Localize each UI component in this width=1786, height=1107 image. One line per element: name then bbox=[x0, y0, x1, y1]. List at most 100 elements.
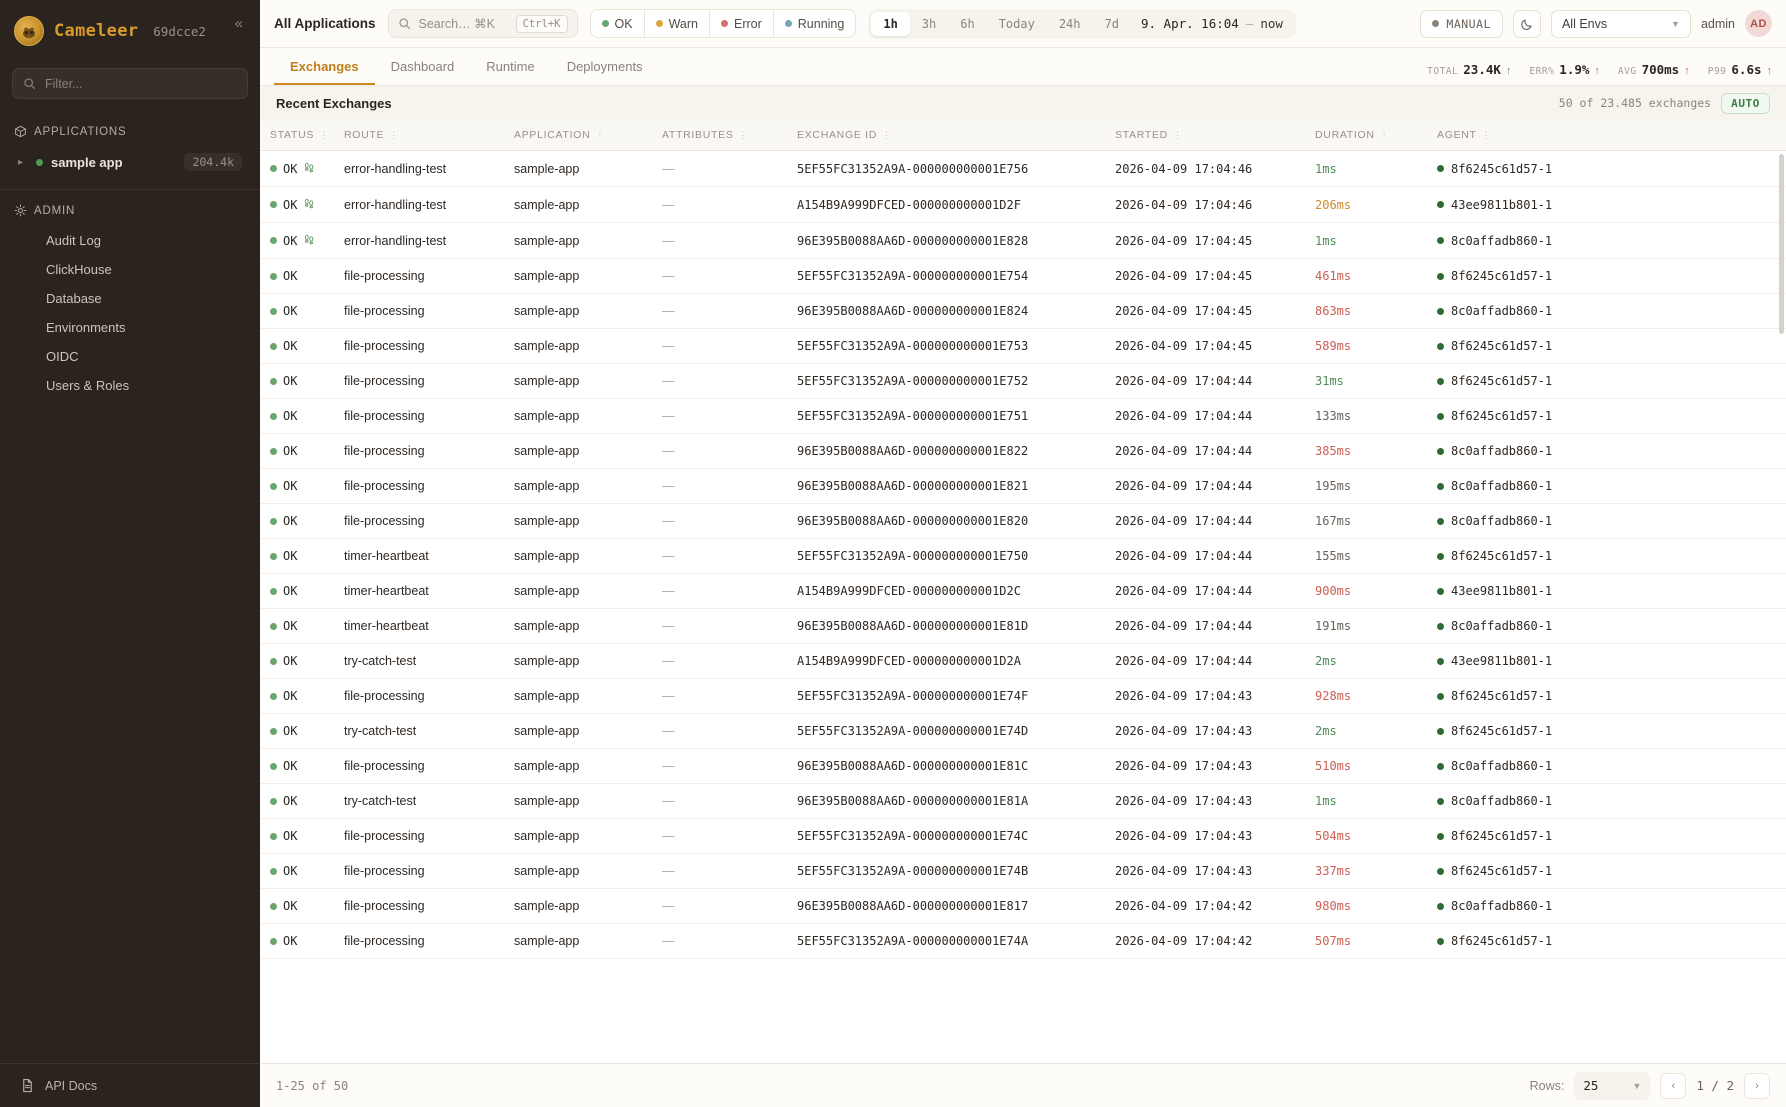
tab-deployments[interactable]: Deployments bbox=[566, 59, 643, 74]
table-row[interactable]: OK file-processing sample-app —5EF55FC31352… bbox=[260, 853, 1786, 889]
agent-id: 8f6245c61d57-1 bbox=[1451, 829, 1553, 843]
table-row[interactable]: OK file-processing sample-app —5EF55FC31352… bbox=[260, 328, 1786, 364]
tab-runtime[interactable]: Runtime bbox=[486, 59, 535, 74]
table-row[interactable]: OK timer-heartbeat sample-app —5EF55FC31352… bbox=[260, 538, 1786, 574]
sidebar-item-sample-app[interactable]: ▸ sample app 204.4k bbox=[10, 147, 250, 177]
table-row[interactable]: OK file-processing sample-app —5EF55FC31352… bbox=[260, 258, 1786, 294]
status-filter-error[interactable]: Error bbox=[710, 10, 774, 37]
table-row[interactable]: OK error-handling-test sample-app — A154B9A9… bbox=[260, 186, 1786, 223]
sidebar-item-environments[interactable]: Environments bbox=[46, 320, 126, 335]
column-header-attributes[interactable]: ATTRIBUTES ⋮ bbox=[652, 120, 787, 151]
chevrons-left-icon[interactable]: « bbox=[234, 15, 243, 32]
column-header-duration[interactable]: DURATION ⋮ bbox=[1305, 120, 1427, 151]
cell-application: sample-app bbox=[504, 222, 652, 259]
agent-id: 8c0affadb860-1 bbox=[1451, 304, 1553, 318]
table-scrollbar[interactable] bbox=[1779, 154, 1784, 334]
column-header-route[interactable]: ROUTE ⋮ bbox=[334, 120, 504, 151]
time-range-7d[interactable]: 7d bbox=[1104, 16, 1119, 31]
sidebar-item-api-docs[interactable]: API Docs bbox=[0, 1063, 260, 1107]
time-range-today[interactable]: Today bbox=[998, 16, 1035, 31]
table-row[interactable]: OK file-processing sample-app —96E395B0088A… bbox=[260, 748, 1786, 784]
table-row[interactable]: OK timer-heartbeat sample-app — A154B9A999DF… bbox=[260, 573, 1786, 609]
search-input[interactable]: Search… ⌘K Ctrl+K bbox=[387, 9, 578, 38]
cell-agent: 8c0affadb860-1 bbox=[1427, 503, 1786, 539]
table-row[interactable]: OK file-processing sample-app —5EF55FC31352… bbox=[260, 363, 1786, 399]
agent-badge: 8f6245c61d57-1 bbox=[1437, 934, 1776, 948]
exchanges-table-wrap: STATUS ⋮ ROUTE ⋮ APPLICATION ⋮ ATTRIBUTES ⋮ … bbox=[260, 120, 1786, 1063]
status-filter-ok[interactable]: OK bbox=[591, 10, 645, 37]
column-header-status-label: STATUS bbox=[270, 129, 315, 141]
refresh-mode-button[interactable]: MANUAL bbox=[1420, 9, 1503, 38]
table-head: STATUS ⋮ ROUTE ⋮ APPLICATION ⋮ ATTRIBUTES ⋮ … bbox=[260, 120, 1786, 151]
cell-status: OK bbox=[260, 748, 334, 784]
table-row[interactable]: OK file-processing sample-app —96E395B0088A… bbox=[260, 433, 1786, 469]
time-range-6h[interactable]: 6h bbox=[960, 16, 975, 31]
table-row[interactable]: OK file-processing sample-app —96E395B0088A… bbox=[260, 293, 1786, 329]
cell-route: file-processing bbox=[334, 923, 504, 959]
breadcrumb[interactable]: All Applications bbox=[274, 16, 376, 31]
status-badge: OK bbox=[270, 269, 324, 283]
sidebar-item-oidc[interactable]: OIDC bbox=[46, 349, 79, 364]
time-range-dash: — bbox=[1245, 16, 1254, 31]
table-row[interactable]: OK try-catch-test sample-app —5EF55FC31352A… bbox=[260, 713, 1786, 749]
time-range-24h[interactable]: 24h bbox=[1058, 16, 1081, 31]
status-dot bbox=[270, 587, 277, 595]
rows-per-page-select[interactable]: 25 ▼ bbox=[1574, 1071, 1651, 1100]
theme-toggle-button[interactable] bbox=[1512, 9, 1541, 38]
table-row[interactable]: OK file-processing sample-app —5EF55FC31352… bbox=[260, 923, 1786, 959]
table-row[interactable]: OK file-processing sample-app —5EF55FC31352… bbox=[260, 818, 1786, 854]
column-header-attributes-label: ATTRIBUTES bbox=[662, 129, 734, 141]
environment-select[interactable]: All Envs ▼ bbox=[1550, 9, 1691, 38]
cell-duration: 191ms bbox=[1305, 608, 1427, 644]
table-row[interactable]: OK error-handling-test sample-app —5EF55FC3… bbox=[260, 150, 1786, 187]
cell-route: timer-heartbeat bbox=[334, 573, 504, 609]
status-badge: OK bbox=[270, 514, 324, 528]
prev-page-button[interactable]: ‹ bbox=[1660, 1072, 1687, 1099]
table-row[interactable]: OK timer-heartbeat sample-app —96E395B0088A… bbox=[260, 608, 1786, 644]
cell-status: OK bbox=[260, 643, 334, 679]
sidebar-item-audit-log[interactable]: Audit Log bbox=[46, 233, 101, 248]
status-dot bbox=[270, 412, 277, 420]
sidebar-item-clickhouse[interactable]: ClickHouse bbox=[46, 262, 112, 277]
table-row[interactable]: OK try-catch-test sample-app — A154B9A999DFC… bbox=[260, 643, 1786, 679]
table-row[interactable]: OK error-handling-test sample-app —96E395B0… bbox=[260, 222, 1786, 259]
sidebar-item-database[interactable]: Database bbox=[46, 291, 102, 306]
status-filter-running[interactable]: Running bbox=[774, 10, 856, 37]
footprints-icon[interactable] bbox=[303, 233, 315, 248]
table-row[interactable]: OK file-processing sample-app —96E395B0088A… bbox=[260, 888, 1786, 924]
tab-dashboard[interactable]: Dashboard bbox=[390, 59, 455, 74]
time-range-3h[interactable]: 3h bbox=[921, 16, 937, 31]
cell-attributes: — bbox=[652, 398, 787, 434]
sidebar-item-users-roles[interactable]: Users & Roles bbox=[46, 378, 130, 393]
agent-badge: 8f6245c61d57-1 bbox=[1437, 374, 1776, 388]
next-page-button[interactable]: › bbox=[1744, 1072, 1770, 1099]
time-range-1h[interactable]: 1h bbox=[871, 11, 910, 36]
tab-exchanges[interactable]: Exchanges bbox=[274, 59, 375, 85]
column-header-application[interactable]: APPLICATION ⋮ bbox=[504, 120, 652, 151]
sidebar-filter-input[interactable]: Filter... bbox=[12, 68, 248, 99]
cell-exchange-id: A154B9A999DFCED-000000000001D2F bbox=[787, 186, 1105, 223]
table-row[interactable]: OK file-processing sample-app —96E395B0088A… bbox=[260, 503, 1786, 539]
footprints-icon[interactable] bbox=[303, 161, 315, 176]
column-header-agent[interactable]: AGENT ⋮ bbox=[1427, 120, 1786, 151]
avatar[interactable]: AD bbox=[1745, 10, 1772, 37]
sort-icon: ⋮ bbox=[389, 130, 399, 140]
cell-started: 2026-04-09 17:04:44 bbox=[1105, 608, 1305, 644]
chevron-right-icon[interactable]: ▸ bbox=[18, 156, 24, 168]
agent-badge: 8c0affadb860-1 bbox=[1437, 759, 1776, 773]
column-header-status[interactable]: STATUS ⋮ bbox=[260, 120, 334, 151]
agent-id: 8f6245c61d57-1 bbox=[1451, 161, 1553, 176]
table-row[interactable]: OK file-processing sample-app —96E395B0088A… bbox=[260, 468, 1786, 504]
time-range-custom[interactable]: 9. Apr. 16:04 — now bbox=[1131, 12, 1293, 36]
status-dot bbox=[270, 937, 277, 945]
cell-attributes: — bbox=[652, 293, 787, 329]
auto-refresh-badge[interactable]: AUTO bbox=[1721, 92, 1770, 114]
status-dot bbox=[270, 622, 277, 630]
table-row[interactable]: OK file-processing sample-app —5EF55FC31352… bbox=[260, 678, 1786, 714]
footprints-icon[interactable] bbox=[303, 197, 315, 212]
status-filter-warn[interactable]: Warn bbox=[645, 10, 710, 37]
table-row[interactable]: OK try-catch-test sample-app —96E395B0088AA… bbox=[260, 783, 1786, 819]
column-header-started[interactable]: STARTED ⋮ bbox=[1105, 120, 1305, 151]
table-row[interactable]: OK file-processing sample-app —5EF55FC31352… bbox=[260, 398, 1786, 434]
column-header-exchange-id[interactable]: EXCHANGE ID ⋮ bbox=[787, 120, 1105, 151]
